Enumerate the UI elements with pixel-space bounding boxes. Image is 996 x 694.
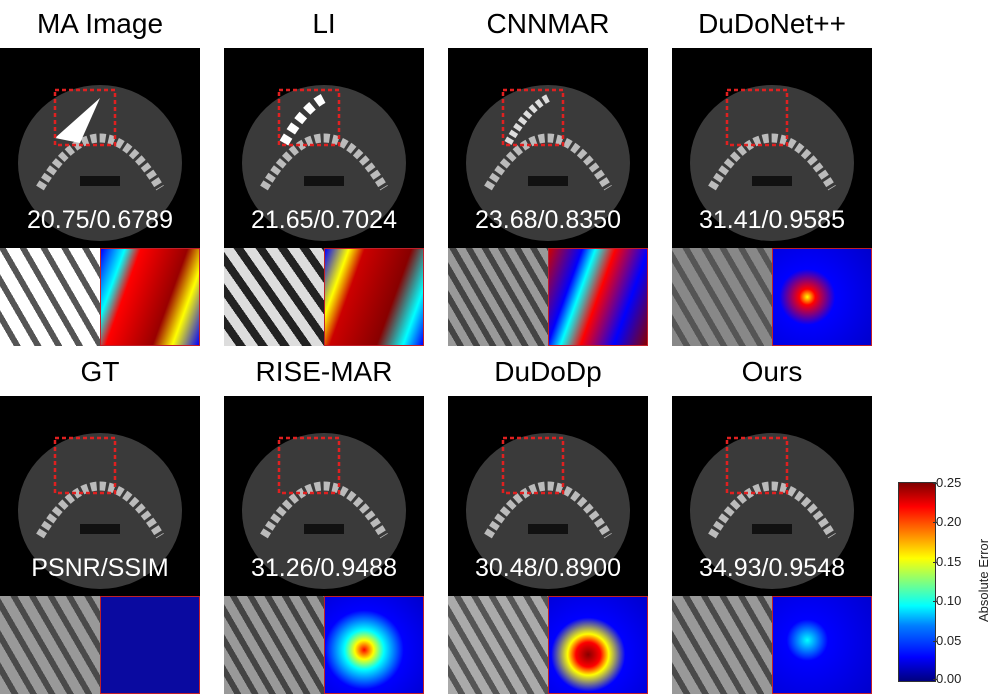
colorbar-tick: 0.20 <box>932 514 962 529</box>
metric-dudonet: 31.41/0.9585 <box>699 206 845 234</box>
ct-image-li: 21.65/0.7024 <box>224 48 424 248</box>
panel-title-gt: GT <box>80 356 120 387</box>
zoom-gt <box>0 596 200 694</box>
colorbar-tick: 0.05 <box>932 633 962 648</box>
metric-cnnmar: 23.68/0.8350 <box>475 206 621 234</box>
zoom-ma <box>0 248 200 346</box>
ct-image-gt: PSNR/SSIM <box>0 396 200 596</box>
colorbar-gradient <box>898 482 936 682</box>
error-map <box>100 596 200 694</box>
panel-title-cnnmar: CNNMAR <box>486 8 610 39</box>
ct-image-ours: 34.93/0.9548 <box>672 396 872 596</box>
ct-image-ma: 20.75/0.6789 <box>0 48 200 248</box>
metric-ours: 34.93/0.9548 <box>699 554 845 582</box>
panel-title-dudodp: DuDoDp <box>494 356 602 387</box>
zoom-crop <box>672 596 772 694</box>
zoom-crop <box>672 248 772 346</box>
zoom-li <box>224 248 424 346</box>
colorbar-tick: 0.15 <box>932 554 962 569</box>
panel-title-dudonet: DuDoNet++ <box>698 8 846 39</box>
colorbar-tick: 0.10 <box>932 593 962 608</box>
metric-li: 21.65/0.7024 <box>251 206 397 234</box>
error-map <box>772 596 872 694</box>
zoom-crop <box>224 596 324 694</box>
colorbar-tick: 0.25 <box>932 475 962 490</box>
metric-gt: PSNR/SSIM <box>31 554 169 582</box>
colorbar-tick: 0.00 <box>932 671 962 686</box>
metric-ma-image: 20.75/0.6789 <box>27 206 173 234</box>
error-map <box>324 596 424 694</box>
zoom-crop <box>0 248 100 346</box>
ct-image-rise-mar: 31.26/0.9488 <box>224 396 424 596</box>
error-map <box>548 596 648 694</box>
zoom-dudonet <box>672 248 872 346</box>
error-map <box>324 248 424 346</box>
error-map <box>100 248 200 346</box>
zoom-dudodp <box>448 596 648 694</box>
ct-image-dudonet: 31.41/0.9585 <box>672 48 872 248</box>
panel-title-rise-mar: RISE-MAR <box>255 356 393 387</box>
colorbar-label: Absolute Error <box>976 538 991 622</box>
zoom-rise-mar <box>224 596 424 694</box>
panel-title-ma-image: MA Image <box>36 8 164 39</box>
ct-image-cnnmar: 23.68/0.8350 <box>448 48 648 248</box>
zoom-crop <box>448 596 548 694</box>
metric-rise-mar: 31.26/0.9488 <box>251 554 397 582</box>
zoom-crop <box>0 596 100 694</box>
zoom-crop <box>448 248 548 346</box>
error-map <box>548 248 648 346</box>
zoom-crop <box>224 248 324 346</box>
panel-title-li: LI <box>312 8 336 39</box>
panel-title-ours: Ours <box>741 356 803 387</box>
metric-dudodp: 30.48/0.8900 <box>475 554 621 582</box>
colorbar: 0.25 0.20 0.15 0.10 0.05 0.00 Absolute E… <box>898 476 996 686</box>
zoom-ours <box>672 596 872 694</box>
zoom-cnnmar <box>448 248 648 346</box>
ct-image-dudodp: 30.48/0.8900 <box>448 396 648 596</box>
error-map <box>772 248 872 346</box>
